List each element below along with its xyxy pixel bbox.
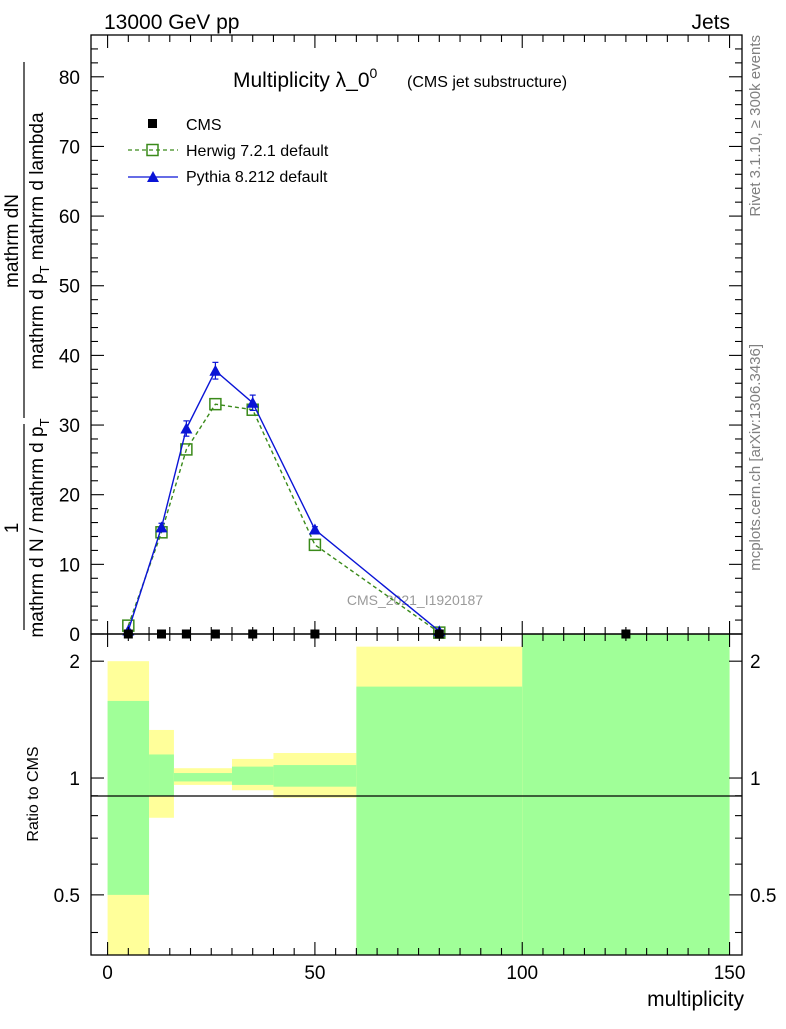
x-tick-label-3: 150 — [714, 963, 746, 984]
pythia-point-5 — [308, 523, 321, 535]
ratio-band-inner-5 — [356, 686, 523, 955]
header-process-label: Jets — [691, 11, 730, 34]
xlabel: multiplicity — [647, 988, 744, 1011]
ratio-bands — [107, 634, 730, 955]
pythia-point-4 — [246, 396, 259, 408]
ratio-y-tick-label-left-1: 1 — [69, 769, 80, 790]
series-herwig — [122, 397, 446, 639]
legend-cms-label: CMS — [186, 117, 222, 134]
ratio-y-tick-label-left-0: 0.5 — [54, 886, 80, 907]
header-energy-label: 13000 GeV pp — [104, 11, 239, 34]
pythia-point-1 — [155, 521, 168, 533]
ratio-band-inner-2 — [173, 773, 232, 782]
ratio-y-tick-label-right-0: 0.5 — [750, 886, 776, 907]
main-y-tick-label-5: 50 — [59, 277, 80, 298]
x-tick-label-2: 100 — [506, 963, 538, 984]
ratio-ylabel: Ratio to CMS — [25, 746, 42, 841]
plot-title: Multiplicity λ_00 — [233, 65, 378, 92]
main-ylabel: 1 mathrm d N / mathrm d pT mathrm dN mat… — [2, 62, 52, 638]
ratio-y-tick-label-right-1: 1 — [750, 769, 761, 790]
legend-pythia-label: Pythia 8.212 default — [186, 169, 328, 186]
pythia-point-2 — [180, 422, 193, 434]
legend-pythia-marker — [147, 171, 159, 182]
main-y-tick-label-4: 40 — [59, 346, 80, 367]
legend-cms-marker — [148, 119, 157, 128]
plot-subtitle: (CMS jet substructure) — [407, 74, 567, 91]
ylabel-denominator: mathrm d pT mathrm d lambda — [27, 112, 52, 370]
axis-tick-labels: 0 50 100 150 0 10 20 30 40 50 60 70 80 0.5 0.5 1 1 2 2 — [54, 68, 777, 984]
legend: CMS Herwig 7.2.1 default Pythia 8.212 de… — [128, 117, 329, 186]
x-tick-label-0: 0 — [102, 963, 113, 984]
ratio-y-tick-label-left-2: 2 — [69, 652, 80, 673]
ratio-band-inner-6 — [522, 634, 730, 955]
rivet-version-label: Rivet 3.1.10, ≥ 300k events — [747, 35, 764, 217]
main-y-tick-label-8: 80 — [59, 68, 80, 89]
main-y-tick-label-6: 60 — [59, 207, 80, 228]
ratio-band-inner-4 — [273, 765, 357, 787]
ratio-band-inner-1 — [149, 754, 174, 796]
ylabel-prefactor-denominator: mathrm d N / mathrm d pT — [27, 418, 52, 637]
legend-herwig-marker — [146, 143, 159, 157]
mcplots-credit-label: mcplots.cern.ch [arXiv:1306.3436] — [747, 344, 764, 571]
pythia-point-3 — [209, 364, 222, 376]
ratio-y-tick-label-right-2: 2 — [750, 652, 761, 673]
analysis-watermark: CMS_2021_I1920187 — [347, 592, 483, 608]
ratio-band-inner-3 — [231, 766, 274, 785]
ylabel-numerator: mathrm dN — [2, 194, 23, 288]
herwig-point-3 — [209, 397, 222, 411]
main-y-tick-label-0: 0 — [69, 625, 80, 646]
x-tick-label-1: 50 — [304, 963, 325, 984]
ratio-band-inner-0 — [107, 700, 150, 895]
main-y-tick-label-2: 20 — [59, 486, 80, 507]
herwig-point-5 — [308, 538, 322, 552]
main-y-tick-label-1: 10 — [59, 555, 80, 576]
axis-ticks — [91, 35, 742, 955]
ratio-panel-frame — [90, 633, 743, 956]
main-y-tick-label-7: 70 — [59, 137, 80, 158]
ylabel-prefactor-numerator: 1 — [2, 523, 23, 534]
legend-herwig-label: Herwig 7.2.1 default — [186, 143, 329, 160]
main-y-tick-label-3: 30 — [59, 416, 80, 437]
